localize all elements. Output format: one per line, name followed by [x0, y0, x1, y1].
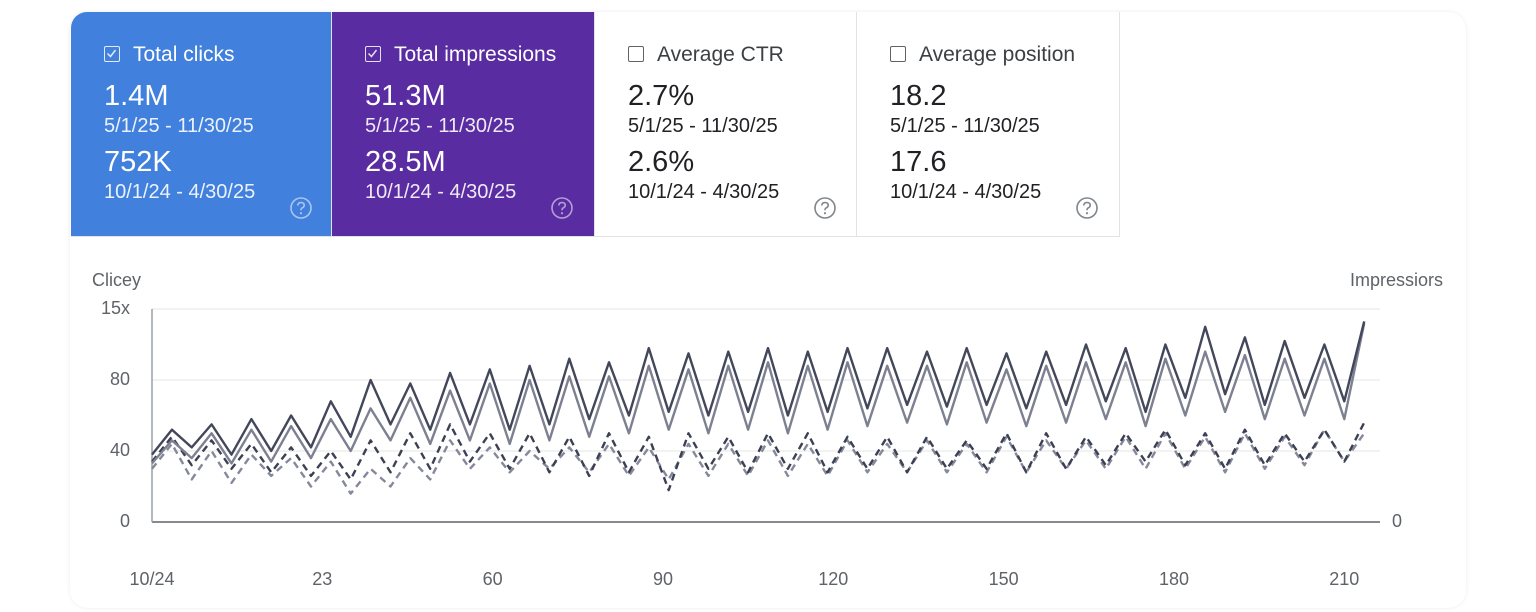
x-tick-label: 120 [818, 569, 848, 589]
metric-range: 5/1/25 - 11/30/25 [628, 115, 778, 137]
metric-compare-value: 28.5M [365, 146, 446, 178]
series-line [151, 321, 1366, 456]
x-tick-label: 150 [989, 569, 1019, 589]
help-dot [1085, 212, 1089, 215]
metric-compare-value: 752K [104, 146, 172, 178]
y-tick-label: 80 [110, 369, 130, 389]
metric-card[interactable]: Average CTR 2.7% 5/1/25 - 11/30/25 2.6% 10/1… [595, 12, 857, 237]
metric-card[interactable]: Average position 18.2 5/1/25 - 11/30/25 17.… [857, 12, 1120, 237]
y-axis-label: Clicey [92, 270, 141, 290]
metric-value: 2.7% [628, 80, 695, 112]
help-circle [290, 197, 312, 219]
x-tick-label: 23 [312, 569, 332, 589]
metric-range: 5/1/25 - 11/30/25 [365, 115, 515, 137]
help-circle [814, 197, 836, 219]
metric-label: Average CTR [657, 43, 784, 66]
check-mark [106, 49, 117, 58]
metric-compare-range: 10/1/24 - 4/30/25 [365, 181, 517, 203]
y-tick-label: 15x [101, 298, 130, 318]
y-tick-label: 0 [120, 511, 130, 531]
metric-range: 5/1/25 - 11/30/25 [104, 115, 254, 137]
help-icon[interactable] [813, 196, 837, 220]
check-mark [367, 49, 378, 58]
help-dot [560, 212, 564, 215]
help-icon[interactable] [550, 196, 574, 220]
metric-value: 18.2 [890, 80, 947, 112]
help-glyph [821, 201, 830, 211]
checkbox [365, 46, 381, 62]
metric-compare-range: 10/1/24 - 4/30/25 [104, 181, 256, 203]
metric-card[interactable]: Total clicks 1.4M 5/1/25 - 11/30/25 752K 10/… [71, 12, 332, 237]
x-tick-label: 210 [1329, 569, 1359, 589]
metric-label: Total clicks [133, 43, 235, 66]
check-path [106, 49, 117, 58]
help-dot [823, 212, 827, 215]
help-circle [551, 197, 573, 219]
checkbox [890, 46, 906, 62]
help-dot [299, 212, 303, 215]
metric-value: 1.4M [104, 80, 169, 112]
help-glyph [558, 201, 567, 211]
help-circle [1076, 197, 1098, 219]
series-line [151, 322, 1366, 465]
help-icon[interactable] [289, 196, 313, 220]
x-tick-label: 180 [1159, 569, 1189, 589]
metric-value: 51.3M [365, 80, 446, 112]
y2-axis-label: Impressiors [1350, 270, 1443, 290]
x-tick-label: 10/24 [129, 569, 174, 589]
x-tick-label: 60 [483, 569, 503, 589]
help-glyph [1083, 201, 1092, 211]
metric-label: Total impressions [394, 43, 557, 66]
metric-compare-range: 10/1/24 - 4/30/25 [628, 181, 780, 203]
metric-compare-value: 17.6 [890, 146, 947, 178]
help-icon[interactable] [1075, 196, 1099, 220]
help-glyph [297, 201, 306, 211]
checkbox [628, 46, 644, 62]
metric-label: Average position [919, 43, 1076, 66]
y2-tick-label: 0 [1392, 511, 1402, 531]
y-tick-label: 40 [110, 440, 130, 460]
metric-card[interactable]: Total impressions 51.3M 5/1/25 - 11/30/25 2… [332, 12, 595, 237]
metric-range: 5/1/25 - 11/30/25 [890, 115, 1040, 137]
check-path [367, 49, 378, 58]
metric-compare-value: 2.6% [628, 146, 695, 178]
checkbox [104, 46, 120, 62]
metric-compare-range: 10/1/24 - 4/30/25 [890, 181, 1042, 203]
x-tick-label: 90 [653, 569, 673, 589]
series-line [151, 428, 1366, 495]
series-line [151, 422, 1366, 492]
